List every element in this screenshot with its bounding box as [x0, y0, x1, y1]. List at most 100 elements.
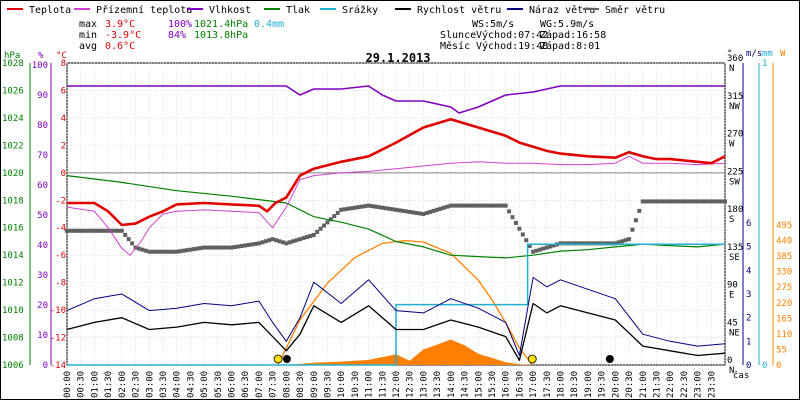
wind-dir-point [452, 203, 457, 208]
tick-pct: 70 [37, 151, 48, 161]
wind-dir-point [109, 228, 114, 233]
wind-dir-point [644, 199, 649, 204]
wind-dir-point [561, 241, 566, 246]
tick-w: 330 [776, 268, 792, 278]
stat-temp: 3.9°C [105, 19, 135, 30]
stat-gust: WG:5.9m/s [540, 19, 594, 30]
axis-w-label: W [780, 49, 786, 59]
tick-mm: 0 [762, 361, 767, 371]
tick-w: 165 [776, 314, 792, 324]
wind-dir-point [274, 238, 279, 243]
wind-dir-point [387, 206, 392, 211]
stat-press: 1013.8hPa [194, 30, 248, 41]
wind-dir-point [304, 235, 309, 240]
tick-dir: S [729, 215, 734, 225]
wind-dir-point [489, 203, 494, 208]
wind-dir-point [616, 240, 621, 245]
tick-pct: 0 [43, 361, 48, 371]
wind-dir-point [85, 228, 90, 233]
tick-time: 03:30 [159, 371, 169, 398]
wind-dir-point [582, 241, 587, 246]
tick-time: 14:30 [461, 371, 471, 398]
tick-time: 08:00 [282, 371, 292, 398]
wind-dir-point [558, 241, 563, 246]
wind-dir-point [541, 246, 546, 251]
tick-deg: 180 [727, 205, 743, 215]
wind-dir-point [373, 204, 378, 209]
tick-c: 4 [61, 114, 66, 124]
tick-time: 00:30 [77, 371, 87, 398]
wind-dir-point [184, 248, 189, 253]
wind-dir-point [445, 204, 450, 209]
wind-dir-point [685, 199, 690, 204]
wind-dir-point [250, 242, 255, 247]
stat-label: avg [79, 41, 97, 52]
tick-c: -2 [55, 196, 66, 206]
wind-dir-point [455, 203, 460, 208]
wind-dir-point [164, 249, 169, 254]
wind-dir-point [222, 245, 227, 250]
tick-hpa: 1016 [2, 224, 24, 234]
tick-pct: 50 [37, 211, 48, 221]
wind-dir-point [356, 205, 361, 210]
wind-dir-point [630, 227, 635, 232]
tick-time: 05:00 [200, 371, 210, 398]
tick-time: 21:30 [652, 371, 662, 398]
temperature-line [67, 118, 726, 227]
wind-dir-point [71, 228, 76, 233]
tick-pct: 60 [37, 181, 48, 191]
wind-dir-point [513, 220, 518, 225]
wind-dir-point [531, 249, 536, 254]
wind-dir-point [328, 217, 333, 222]
wind-dir-point [239, 243, 244, 248]
tick-hpa: 1014 [2, 251, 24, 261]
legend-label: Směr větru [605, 4, 665, 16]
wind-dir-point [661, 199, 666, 204]
wind-dir-point [277, 239, 282, 244]
tick-hpa: 1010 [2, 306, 24, 316]
wind-dir-point [383, 206, 388, 211]
tick-time: 04:30 [186, 371, 196, 398]
wind-dir-point [102, 228, 107, 233]
wind-dir-point [565, 241, 570, 246]
wind-dir-point [476, 203, 481, 208]
tick-w: 110 [776, 330, 792, 340]
wind-dir-point [215, 245, 220, 250]
tick-ms: 3 [746, 290, 751, 300]
wind-dir-point [99, 228, 104, 233]
wind-dir-point [246, 242, 251, 247]
tick-pct: 20 [37, 301, 48, 311]
wind-dir-point [548, 244, 553, 249]
tick-time: 13:30 [433, 371, 443, 398]
tick-c: -8 [55, 279, 66, 289]
wind-dir-point [699, 199, 704, 204]
tick-deg: 360 [727, 54, 743, 64]
wind-dir-point [678, 199, 683, 204]
wind-dir-point [322, 223, 327, 228]
tick-dir: NW [729, 102, 740, 112]
wind-dir-point [462, 203, 467, 208]
tick-ms: 1 [746, 337, 751, 347]
wind-dir-point [441, 205, 446, 210]
wind-dir-point [537, 247, 542, 252]
wind-dir-point [260, 240, 265, 245]
tick-ms: 4 [746, 266, 751, 276]
wind-dir-point [411, 210, 416, 215]
wind-dir-point [119, 228, 124, 233]
wind-dir-point [181, 248, 186, 253]
wind-dir-point [157, 249, 162, 254]
sunrise: Východ:07:42 [476, 29, 548, 41]
wind-dir-point [116, 228, 121, 233]
wind-dir-point [370, 204, 375, 209]
tick-w: 0 [776, 361, 781, 371]
wind-dir-point [651, 199, 656, 204]
wind-dir-point [335, 210, 340, 215]
wind-dir-point [339, 207, 344, 212]
wind-dir-point [534, 248, 539, 253]
wind-dir-point [397, 208, 402, 213]
axis-time-label: čas [733, 370, 749, 381]
wind-dir-point [431, 208, 436, 213]
wind-dir-point [390, 207, 395, 212]
wind-dir-point [394, 207, 398, 212]
